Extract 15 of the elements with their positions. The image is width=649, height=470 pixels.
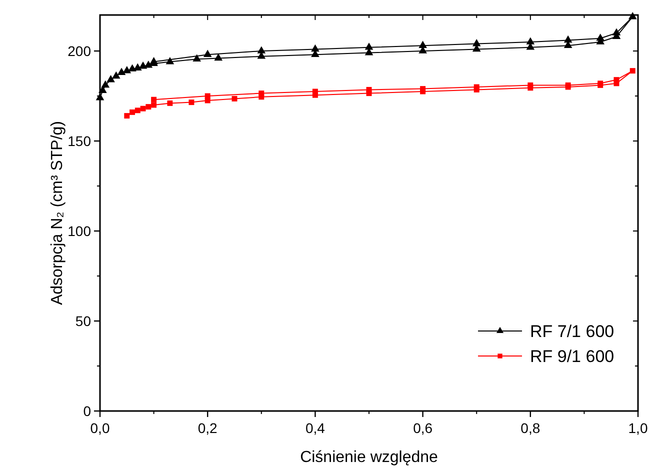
y-tick-label: 100: [68, 223, 92, 239]
y-tick-label: 0: [83, 403, 92, 419]
x-tick-label: 0,0: [90, 420, 110, 436]
y-tick-label: 150: [68, 133, 92, 149]
x-tick-label: 0,2: [198, 420, 218, 436]
y-tick-label: 200: [68, 43, 92, 59]
legend-label: RF 7/1 600: [530, 322, 614, 341]
x-tick-label: 0,8: [520, 420, 540, 436]
legend-label: RF 9/1 600: [530, 347, 614, 366]
x-tick-label: 0,4: [305, 420, 326, 436]
x-tick-label: 1,0: [628, 420, 648, 436]
y-tick-label: 50: [75, 313, 92, 329]
x-axis-title: Ciśnienie względne: [300, 449, 438, 466]
y-axis-title: Adsorpcja N₂ (cm³ STP/g): [49, 120, 66, 306]
x-tick-label: 0,6: [413, 420, 433, 436]
